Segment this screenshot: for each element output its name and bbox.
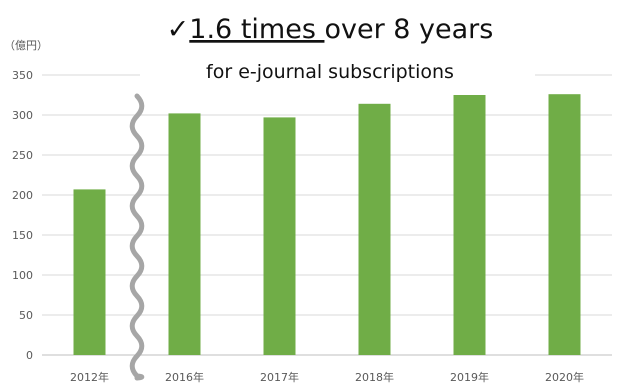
title-background (140, 0, 535, 92)
x-tick-label: 2018年 (355, 370, 394, 384)
x-tick-label: 2019年 (450, 370, 489, 384)
bar-0 (73, 189, 106, 355)
chart-title: ✓1.6 times over 8 years (167, 14, 494, 45)
check-icon: ✓ (167, 14, 190, 45)
x-tick-label: 2020年 (545, 370, 584, 384)
bar-2 (263, 117, 296, 356)
y-tick-label: 150 (12, 229, 33, 242)
title-rest: over 8 years (324, 14, 493, 45)
x-tick-label: 2017年 (260, 370, 299, 384)
y-tick-label: 100 (12, 269, 33, 282)
x-tick-label: 2012年 (70, 370, 109, 384)
y-axis-unit-label: （億円） (4, 39, 48, 52)
title-emphasis: 1.6 times (189, 14, 324, 45)
bar-1 (168, 113, 201, 356)
bar-4 (453, 95, 486, 355)
y-axis-ticks: 0 50 100 150 200 250 300 350 (12, 69, 33, 362)
y-tick-label: 0 (26, 349, 33, 362)
bar-5 (548, 94, 581, 355)
bar-3 (358, 103, 391, 355)
y-tick-label: 200 (12, 189, 33, 202)
y-tick-label: 300 (12, 109, 33, 122)
y-tick-label: 350 (12, 69, 33, 82)
x-axis-labels: 2012年 2016年 2017年 2018年 2019年 2020年 (70, 370, 584, 384)
axis-break-wave (129, 93, 145, 381)
chart-subtitle: for e-journal subscriptions (206, 61, 454, 83)
gridlines (42, 74, 612, 356)
x-tick-label: 2016年 (165, 370, 204, 384)
y-tick-label: 50 (19, 309, 33, 322)
y-tick-label: 250 (12, 149, 33, 162)
bars (73, 94, 581, 356)
